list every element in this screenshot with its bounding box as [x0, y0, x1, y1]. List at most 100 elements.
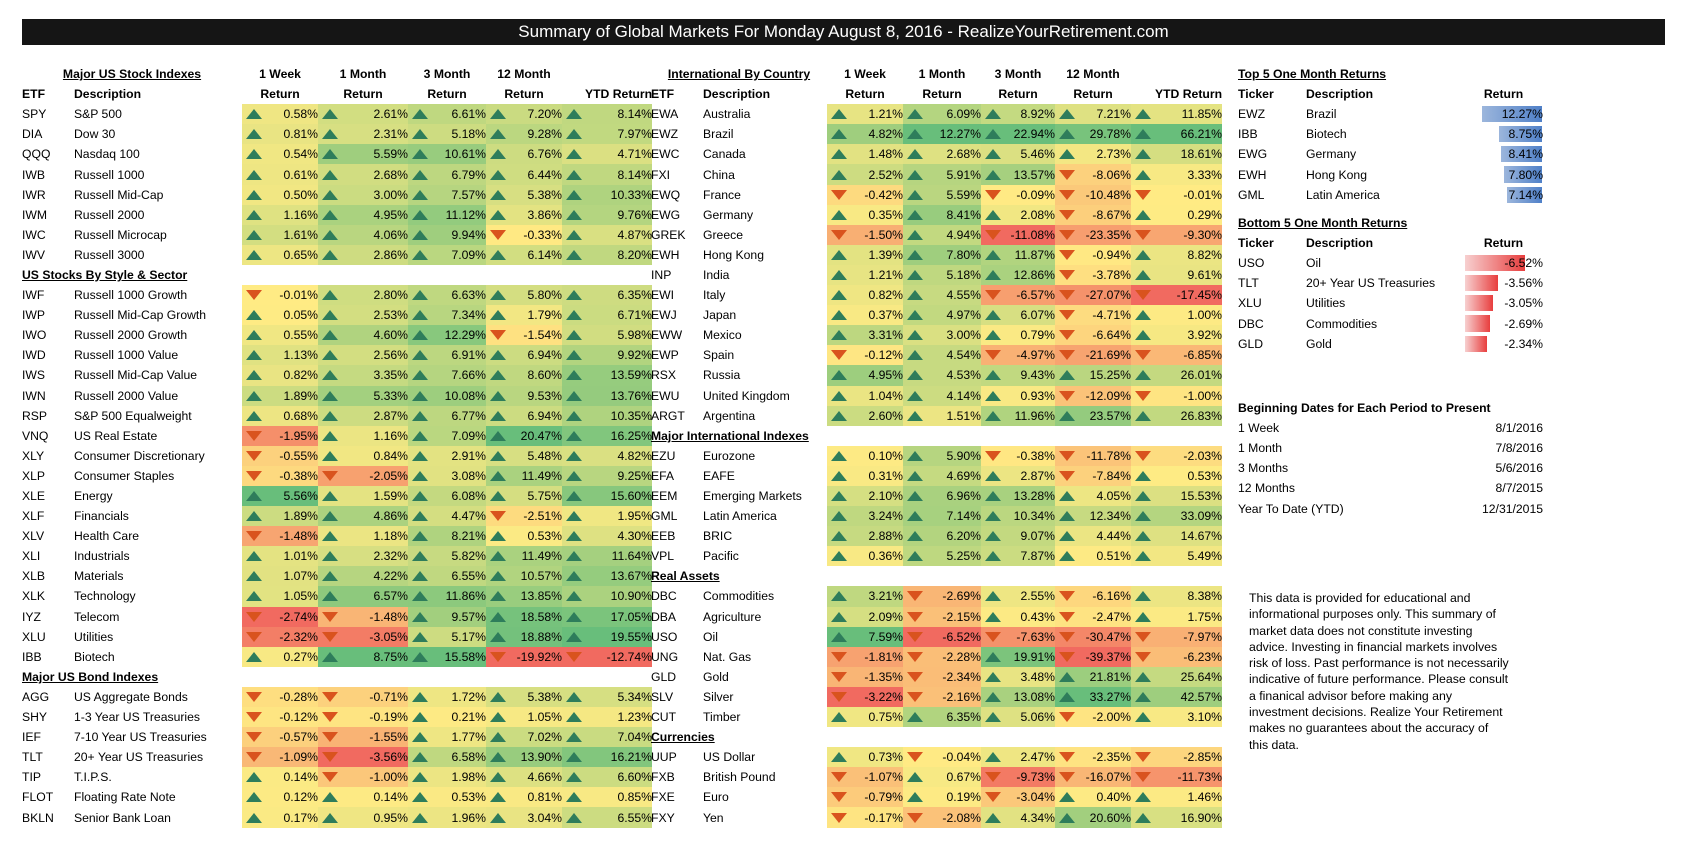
table-row: ARGT Argentina 2.60% 1.51% 11.96% 23.57% 26.83… — [651, 405, 1223, 426]
return-value: -0.38% — [1016, 448, 1056, 463]
return-value: -1.00% — [369, 770, 409, 785]
return-cell: 5.59% — [903, 184, 982, 205]
return-value: 0.37% — [868, 308, 904, 323]
ticker-cell: IWS — [22, 368, 46, 383]
description-cell: EAFE — [703, 468, 735, 483]
ticker-cell: IBB — [22, 649, 42, 664]
return-value: -3.04% — [1016, 790, 1056, 805]
spacer-cell — [242, 265, 318, 285]
return-value: 7.20% — [527, 107, 563, 122]
return-value: -0.19% — [369, 710, 409, 725]
up-arrow-icon — [566, 189, 583, 200]
return-value: 1.13% — [283, 348, 319, 363]
return-cell: 22.94% — [981, 124, 1056, 145]
return-cell: 2.91% — [408, 445, 487, 466]
down-arrow-icon — [246, 732, 263, 743]
ticker-cell: GREK — [651, 227, 686, 242]
down-arrow-icon — [907, 812, 924, 823]
up-arrow-icon — [490, 691, 507, 702]
return-value: 3.08% — [451, 468, 487, 483]
return-value: 3.00% — [946, 328, 982, 343]
up-arrow-icon — [566, 169, 583, 180]
up-arrow-icon — [246, 350, 263, 361]
return-cell: 29.78% — [1055, 124, 1132, 145]
table-row: EWG Germany 0.35% 8.41% 2.08% -8.67% 0.29% — [651, 204, 1223, 225]
return-cell: 6.35% — [903, 707, 982, 728]
rank-ticker: XLU — [1238, 296, 1262, 311]
return-cell: -3.04% — [981, 787, 1056, 808]
up-arrow-icon — [1059, 792, 1076, 803]
return-cell: 4.14% — [903, 385, 982, 406]
return-value: 4.53% — [946, 368, 982, 383]
return-value: -0.94% — [1092, 247, 1132, 262]
description-cell: Pacific — [703, 549, 739, 564]
return-value: -1.55% — [369, 730, 409, 745]
description-cell: Senior Bank Loan — [74, 810, 171, 825]
return-cell: -11.73% — [1131, 767, 1223, 788]
up-arrow-icon — [985, 209, 1002, 220]
return-cell: 1.13% — [242, 345, 319, 366]
up-arrow-icon — [1059, 812, 1076, 823]
return-value: 5.82% — [451, 549, 487, 564]
return-cell: -0.57% — [242, 727, 319, 748]
return-cell: 10.08% — [408, 385, 487, 406]
column-header-row: ETF Description Return Return Return Return YT… — [22, 84, 652, 104]
return-cell: 9.07% — [981, 526, 1056, 547]
return-cell: 0.68% — [242, 405, 319, 426]
return-value: 11.96% — [1014, 408, 1056, 423]
return-cell: 0.17% — [242, 807, 319, 828]
return-cell: 7.57% — [408, 184, 487, 205]
spacer-cell — [486, 667, 562, 687]
return-cell: 12.29% — [408, 325, 487, 346]
return-cell: 9.57% — [408, 606, 487, 627]
return-value: 13.59% — [610, 368, 653, 383]
column-header: 1 Month — [339, 67, 387, 82]
return-value: 0.14% — [283, 770, 319, 785]
return-value: 7.09% — [451, 428, 487, 443]
down-arrow-icon — [1135, 390, 1152, 401]
table-row: RSP S&P 500 Equalweight 0.68% 2.87% 6.77% 6.9… — [22, 405, 653, 426]
return-cell: 1.51% — [903, 405, 982, 426]
return-value: 5.18% — [946, 267, 982, 282]
return-value: 1.96% — [451, 810, 487, 825]
return-value: -21.69% — [1085, 348, 1132, 363]
return-cell: 2.73% — [1055, 144, 1132, 165]
period-label: 12 Months — [1238, 481, 1295, 496]
return-value: 3.92% — [1187, 328, 1223, 343]
rank-row: DBC Commodities -2.69% — [1236, 313, 1545, 333]
description-cell: Russell Microcap — [74, 227, 167, 242]
return-value: 4.95% — [868, 368, 904, 383]
table-row: IWV Russell 3000 0.65% 2.86% 7.09% 6.14% 8.20% — [22, 244, 653, 265]
down-arrow-icon — [246, 531, 263, 542]
table-row: VPL Pacific 0.36% 5.25% 7.87% 0.51% 5.49% — [651, 546, 1223, 567]
return-value: 0.58% — [283, 107, 319, 122]
return-cell: 1.04% — [827, 385, 904, 406]
return-cell: -1.35% — [827, 666, 904, 687]
return-value: 3.00% — [373, 187, 409, 202]
section-header: International By Country 1 Week 1 Month 3 M… — [651, 64, 1222, 84]
up-arrow-icon — [907, 551, 924, 562]
return-cell: 13.59% — [562, 365, 653, 386]
return-value: -12.09% — [1085, 388, 1132, 403]
up-arrow-icon — [412, 531, 429, 542]
down-arrow-icon — [1135, 752, 1152, 763]
table-row: GREK Greece -1.50% 4.94% -11.08% -23.35% -9.30… — [651, 224, 1223, 245]
up-arrow-icon — [1059, 531, 1076, 542]
return-value: 1.01% — [283, 549, 319, 564]
section-title: Currencies — [651, 730, 715, 745]
return-cell: 4.86% — [318, 506, 409, 527]
ticker-cell: GML — [651, 509, 678, 524]
table-row: RSX Russia 4.95% 4.53% 9.43% 15.25% 26.01% — [651, 365, 1223, 386]
return-value: 4.34% — [1020, 810, 1056, 825]
up-arrow-icon — [412, 189, 429, 200]
spacer-cell — [827, 727, 903, 747]
down-arrow-icon — [1135, 229, 1152, 240]
period-dates-table: Beginning Dates for Each Period to Prese… — [1236, 398, 1545, 519]
return-cell: 15.58% — [408, 646, 487, 667]
description-cell: Health Care — [74, 529, 140, 544]
ticker-cell: VNQ — [22, 428, 49, 443]
ticker-cell: TLT — [22, 750, 43, 765]
return-value: 3.86% — [527, 207, 563, 222]
return-value: -2.03% — [1183, 448, 1223, 463]
return-value: 33.09% — [1180, 509, 1223, 524]
